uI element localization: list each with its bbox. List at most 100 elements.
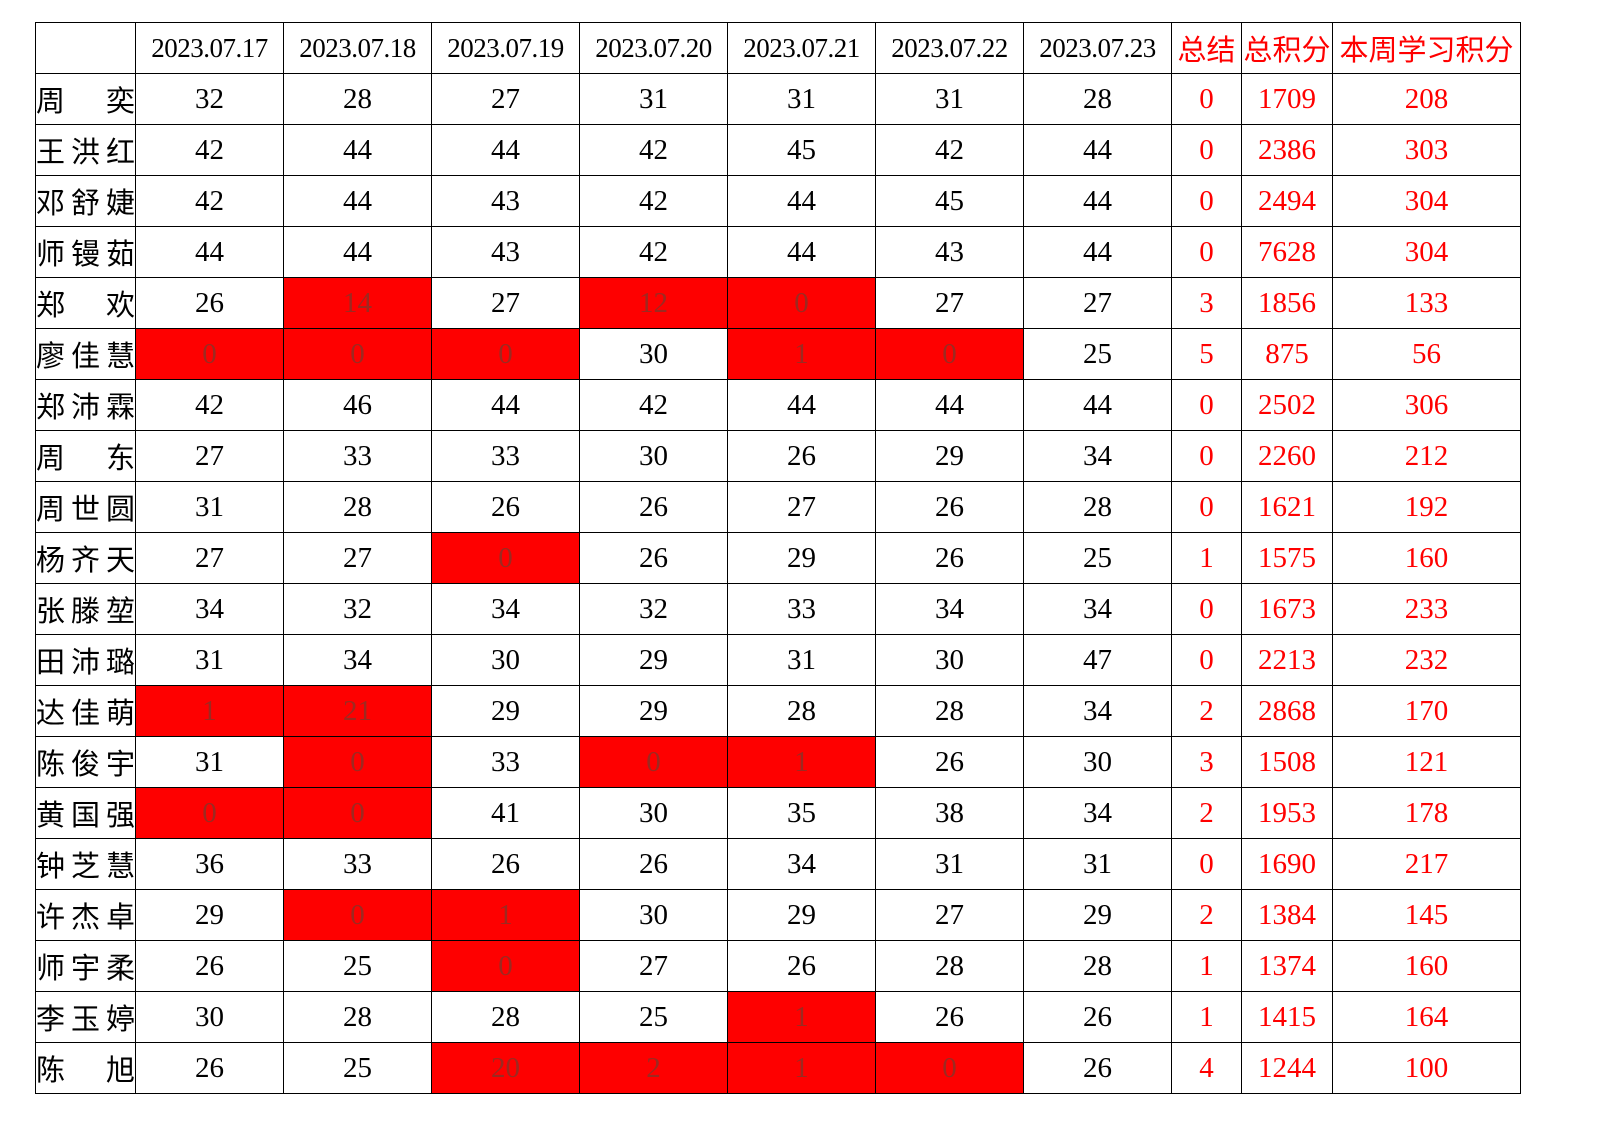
week-study-points-cell[interactable]: 232	[1332, 634, 1521, 686]
daily-score-cell[interactable]: 44	[1023, 124, 1172, 176]
daily-score-cell[interactable]: 28	[1023, 481, 1172, 533]
daily-score-cell[interactable]: 26	[727, 430, 876, 482]
daily-score-cell[interactable]: 27	[579, 940, 728, 992]
date-header[interactable]: 2023.07.23	[1023, 22, 1172, 74]
summary-count-cell[interactable]: 1	[1171, 532, 1242, 584]
summary-count-cell[interactable]: 3	[1171, 277, 1242, 329]
total-points-cell[interactable]: 1673	[1241, 583, 1333, 635]
total-points-cell[interactable]: 1374	[1241, 940, 1333, 992]
daily-score-cell[interactable]: 28	[727, 685, 876, 737]
daily-score-cell[interactable]: 26	[135, 940, 284, 992]
week-study-points-cell[interactable]: 178	[1332, 787, 1521, 839]
week-study-points-cell[interactable]: 217	[1332, 838, 1521, 890]
daily-score-cell[interactable]: 46	[283, 379, 432, 431]
daily-score-cell[interactable]: 44	[727, 226, 876, 278]
daily-score-cell[interactable]: 32	[283, 583, 432, 635]
daily-score-cell[interactable]: 42	[135, 379, 284, 431]
daily-score-cell[interactable]: 0	[283, 328, 432, 380]
daily-score-cell[interactable]: 31	[1023, 838, 1172, 890]
daily-score-cell[interactable]: 0	[283, 736, 432, 788]
daily-score-cell[interactable]: 26	[135, 277, 284, 329]
daily-score-cell[interactable]: 31	[875, 73, 1024, 125]
daily-score-cell[interactable]: 26	[431, 838, 580, 890]
student-name-cell[interactable]: 郑沛霖	[35, 379, 136, 431]
daily-score-cell[interactable]: 26	[579, 532, 728, 584]
daily-score-cell[interactable]: 47	[1023, 634, 1172, 686]
daily-score-cell[interactable]: 29	[579, 634, 728, 686]
summary-header[interactable]: 总积分	[1241, 22, 1333, 74]
student-name-cell[interactable]: 陈旭	[35, 1042, 136, 1094]
daily-score-cell[interactable]: 29	[875, 430, 1024, 482]
total-points-cell[interactable]: 2213	[1241, 634, 1333, 686]
daily-score-cell[interactable]: 31	[135, 481, 284, 533]
daily-score-cell[interactable]: 1	[727, 328, 876, 380]
daily-score-cell[interactable]: 1	[135, 685, 284, 737]
total-points-cell[interactable]: 1621	[1241, 481, 1333, 533]
summary-count-cell[interactable]: 0	[1171, 838, 1242, 890]
student-name-cell[interactable]: 许杰卓	[35, 889, 136, 941]
total-points-cell[interactable]: 875	[1241, 328, 1333, 380]
daily-score-cell[interactable]: 42	[579, 379, 728, 431]
daily-score-cell[interactable]: 34	[1023, 430, 1172, 482]
daily-score-cell[interactable]: 27	[283, 532, 432, 584]
week-study-points-cell[interactable]: 304	[1332, 175, 1521, 227]
week-study-points-cell[interactable]: 170	[1332, 685, 1521, 737]
daily-score-cell[interactable]: 44	[283, 124, 432, 176]
summary-count-cell[interactable]: 2	[1171, 787, 1242, 839]
week-study-points-cell[interactable]: 164	[1332, 991, 1521, 1043]
daily-score-cell[interactable]: 26	[431, 481, 580, 533]
daily-score-cell[interactable]: 44	[431, 124, 580, 176]
total-points-cell[interactable]: 1575	[1241, 532, 1333, 584]
date-header[interactable]: 2023.07.18	[283, 22, 432, 74]
daily-score-cell[interactable]: 44	[727, 175, 876, 227]
daily-score-cell[interactable]: 21	[283, 685, 432, 737]
summary-count-cell[interactable]: 4	[1171, 1042, 1242, 1094]
daily-score-cell[interactable]: 28	[875, 940, 1024, 992]
daily-score-cell[interactable]: 30	[579, 328, 728, 380]
daily-score-cell[interactable]: 27	[431, 277, 580, 329]
summary-count-cell[interactable]: 0	[1171, 175, 1242, 227]
total-points-cell[interactable]: 1508	[1241, 736, 1333, 788]
daily-score-cell[interactable]: 0	[135, 328, 284, 380]
total-points-cell[interactable]: 1690	[1241, 838, 1333, 890]
daily-score-cell[interactable]: 35	[727, 787, 876, 839]
summary-count-cell[interactable]: 2	[1171, 889, 1242, 941]
daily-score-cell[interactable]: 34	[1023, 685, 1172, 737]
week-study-points-cell[interactable]: 303	[1332, 124, 1521, 176]
week-study-points-cell[interactable]: 121	[1332, 736, 1521, 788]
daily-score-cell[interactable]: 28	[283, 991, 432, 1043]
daily-score-cell[interactable]: 0	[283, 787, 432, 839]
daily-score-cell[interactable]: 26	[579, 838, 728, 890]
daily-score-cell[interactable]: 38	[875, 787, 1024, 839]
daily-score-cell[interactable]: 29	[579, 685, 728, 737]
daily-score-cell[interactable]: 30	[431, 634, 580, 686]
summary-count-cell[interactable]: 0	[1171, 226, 1242, 278]
daily-score-cell[interactable]: 26	[135, 1042, 284, 1094]
date-header[interactable]: 2023.07.17	[135, 22, 284, 74]
total-points-cell[interactable]: 1709	[1241, 73, 1333, 125]
daily-score-cell[interactable]: 32	[579, 583, 728, 635]
student-name-cell[interactable]: 陈俊宇	[35, 736, 136, 788]
daily-score-cell[interactable]: 0	[283, 889, 432, 941]
daily-score-cell[interactable]: 34	[283, 634, 432, 686]
daily-score-cell[interactable]: 34	[875, 583, 1024, 635]
student-name-cell[interactable]: 李玉婷	[35, 991, 136, 1043]
daily-score-cell[interactable]: 0	[579, 736, 728, 788]
summary-count-cell[interactable]: 0	[1171, 73, 1242, 125]
week-study-points-cell[interactable]: 212	[1332, 430, 1521, 482]
summary-count-cell[interactable]: 0	[1171, 583, 1242, 635]
total-points-cell[interactable]: 1415	[1241, 991, 1333, 1043]
total-points-cell[interactable]: 2502	[1241, 379, 1333, 431]
daily-score-cell[interactable]: 27	[135, 532, 284, 584]
student-name-cell[interactable]: 杨齐天	[35, 532, 136, 584]
summary-count-cell[interactable]: 0	[1171, 481, 1242, 533]
daily-score-cell[interactable]: 25	[283, 940, 432, 992]
daily-score-cell[interactable]: 29	[1023, 889, 1172, 941]
daily-score-cell[interactable]: 30	[579, 889, 728, 941]
student-name-cell[interactable]: 师宇柔	[35, 940, 136, 992]
daily-score-cell[interactable]: 33	[431, 736, 580, 788]
total-points-cell[interactable]: 2494	[1241, 175, 1333, 227]
daily-score-cell[interactable]: 31	[135, 634, 284, 686]
daily-score-cell[interactable]: 30	[1023, 736, 1172, 788]
week-study-points-cell[interactable]: 133	[1332, 277, 1521, 329]
